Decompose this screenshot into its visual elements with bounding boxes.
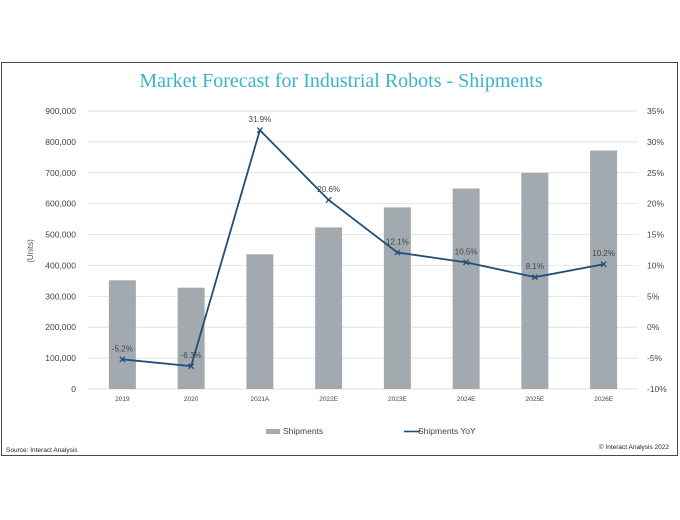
x-tick-label: 2023E — [388, 396, 407, 403]
y-tick-label: 400,000 — [45, 260, 76, 270]
x-tick-label: 2024E — [457, 396, 476, 403]
y2-tick-label: 15% — [647, 230, 664, 240]
bar-2023E — [383, 207, 411, 389]
x-tick-label: 2022E — [319, 396, 338, 403]
gridlines — [88, 110, 638, 390]
yoy-point-2024E — [463, 259, 470, 266]
y-tick-label: 900,000 — [45, 106, 76, 116]
y2-tick-label: 5% — [647, 291, 660, 301]
yoy-point-2026E — [600, 261, 607, 268]
y-tick-label: 700,000 — [45, 168, 76, 178]
yoy-data-label: 20.6% — [317, 185, 340, 194]
source-note: Source: Interact Analysis — [6, 447, 78, 454]
y2-tick-label: 25% — [647, 168, 664, 178]
x-tick-label: 2019 — [115, 396, 130, 403]
bar-2026E — [590, 150, 618, 389]
yoy-point-2021A — [256, 127, 263, 134]
y-tick-label: 0 — [71, 384, 76, 394]
y2-tick-label: 10% — [647, 260, 664, 270]
chart-title: Market Forecast for Industrial Robots - … — [139, 70, 542, 92]
x-tick-label: 2021A — [250, 396, 269, 403]
bar-2019 — [108, 280, 136, 389]
y2-tick-label: 0% — [647, 322, 660, 332]
yoy-data-label: 31.9% — [249, 115, 272, 124]
yoy-line — [122, 129, 604, 368]
y-axis-left: 0 100,000 200,000 300,000 400,000 500,000 600,… — [45, 106, 76, 394]
y-tick-label: 600,000 — [45, 199, 76, 209]
copyright-note: © Interact Analysis 2022 — [599, 443, 670, 451]
y-axis-right: -10% -5% 0% 5% 10% 15% 20% 25% 30% 35% — [647, 106, 667, 394]
yoy-data-label: -6.3% — [181, 351, 202, 360]
y2-tick-label: 35% — [647, 106, 664, 116]
chart-canvas: Market Forecast for Industrial Robots - … — [6, 70, 670, 454]
legend-label-yoy: Shipments YoY — [418, 426, 476, 436]
legend-swatch-shipments — [266, 429, 280, 434]
legend: Shipments Shipments YoY — [266, 426, 476, 436]
x-tick-label: 2026E — [594, 396, 613, 403]
chart-frame: Market Forecast for Industrial Robots - … — [1, 62, 678, 456]
y2-tick-label: -10% — [647, 384, 667, 394]
yoy-point-2019 — [119, 356, 126, 363]
y-tick-label: 200,000 — [45, 322, 76, 332]
bar-series — [108, 150, 618, 389]
yoy-data-label: 8.1% — [526, 262, 544, 271]
bar-2020 — [177, 287, 205, 389]
y-tick-label: 300,000 — [45, 291, 76, 301]
bar-2025E — [521, 172, 549, 389]
bar-2024E — [452, 188, 480, 389]
yoy-data-label: 10.2% — [592, 249, 615, 258]
y2-tick-label: 20% — [647, 199, 664, 209]
yoy-data-label: -5.2% — [112, 344, 133, 353]
y2-tick-label: -5% — [647, 353, 663, 363]
legend-label-shipments: Shipments — [283, 426, 323, 436]
y2-tick-label: 30% — [647, 137, 664, 147]
yoy-point-2023E — [394, 249, 401, 256]
yoy-point-2020 — [188, 363, 195, 370]
yoy-point-2022E — [325, 196, 332, 204]
y-tick-label: 100,000 — [45, 353, 76, 363]
yoy-point-2025E — [531, 274, 538, 281]
y-axis-title: (Units) — [26, 239, 35, 263]
y-tick-label: 500,000 — [45, 230, 76, 240]
yoy-data-label: 10.5% — [455, 247, 478, 256]
bar-2021A — [246, 254, 274, 389]
x-axis: 2019 2020 2021A 2022E 2023E 2024E 2025E 2026E — [115, 396, 614, 403]
yoy-data-label: 12.1% — [386, 237, 409, 246]
bar-2022E — [315, 227, 343, 389]
x-tick-label: 2025E — [525, 396, 544, 403]
x-tick-label: 2020 — [184, 396, 199, 403]
line-series: -5.2% -6.3% 31.9% 20.6% 12.1% 10.5% 8.1% 10.2% — [112, 115, 615, 370]
y-tick-label: 800,000 — [45, 137, 76, 147]
